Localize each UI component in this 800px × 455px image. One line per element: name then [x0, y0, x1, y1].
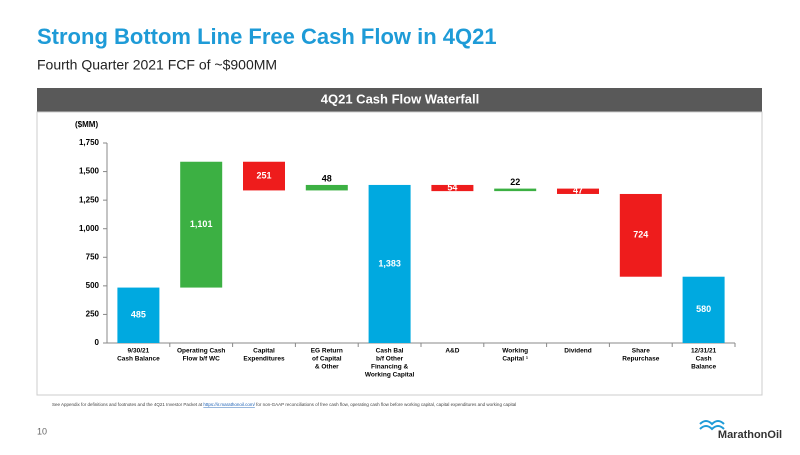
x-tick-label: Working Capital [365, 372, 415, 379]
value-label: 47 [573, 186, 583, 196]
x-tick-label: Cash Bal [376, 348, 404, 355]
bar [619, 193, 662, 277]
bar [180, 161, 223, 288]
x-tick-label: 12/31/21 [691, 348, 717, 355]
value-label: 48 [322, 173, 332, 183]
y-tick-label: 1,000 [79, 224, 100, 233]
bar [682, 276, 725, 343]
value-label: 485 [131, 310, 146, 320]
x-tick-label: of Capital [312, 356, 342, 363]
x-tick-label: Balance [691, 364, 716, 371]
footnote: See Appendix for definitions and footnot… [52, 402, 516, 407]
logo-text: MarathonOil [718, 429, 782, 441]
logo-icon [699, 420, 725, 431]
value-label: 724 [633, 230, 648, 240]
x-tick-label: Expenditures [243, 356, 285, 363]
x-tick-label: & Other [315, 364, 339, 371]
x-tick-label: Share [632, 348, 650, 355]
value-label: 1,383 [378, 258, 401, 268]
bar [494, 188, 537, 192]
y-tick-label: 500 [86, 281, 100, 290]
value-label: 54 [447, 182, 457, 192]
x-tick-label: b/f Other [376, 356, 404, 363]
bar [368, 184, 411, 343]
x-tick-label: Flow b/f WC [183, 356, 220, 363]
x-tick-label: Working [502, 348, 528, 355]
x-tick-label: Repurchase [622, 356, 660, 363]
value-label: 22 [510, 177, 520, 187]
x-tick-label: Dividend [564, 348, 591, 355]
x-tick-label: Capital ¹ [502, 356, 528, 363]
y-tick-label: 1,500 [79, 167, 100, 176]
value-label: 1,101 [190, 219, 213, 229]
page-number: 10 [37, 426, 47, 436]
logo: MarathonOil [699, 420, 782, 441]
chart-banner [37, 88, 762, 112]
y-tick-label: 1,250 [79, 195, 100, 204]
y-axis-label: ($MM) [75, 120, 98, 129]
x-tick-label: 9/30/21 [128, 348, 150, 355]
y-tick-label: 0 [95, 338, 100, 347]
slide-subtitle: Fourth Quarter 2021 FCF of ~$900MM [37, 57, 277, 73]
y-tick-label: 1,750 [79, 138, 100, 147]
x-tick-label: A&D [445, 348, 459, 355]
slide-title: Strong Bottom Line Free Cash Flow in 4Q2… [37, 24, 497, 49]
bar [431, 184, 474, 192]
x-tick-label: Operating Cash [177, 348, 225, 355]
x-tick-label: Capital [253, 348, 275, 355]
footnote-link[interactable]: https://ir.marathonoil.com/ [203, 402, 255, 407]
footnote-text: for non-GAAP reconciliations of free cas… [255, 402, 516, 407]
x-tick-label: Cash Balance [117, 356, 160, 363]
value-label: 580 [696, 304, 711, 314]
bar [117, 287, 160, 343]
x-tick-label: Cash [696, 356, 712, 363]
value-label: 251 [256, 170, 271, 180]
bar [243, 161, 285, 191]
x-tick-label: EG Return [311, 348, 343, 355]
x-tick-label: Financing & [371, 364, 409, 371]
footnote-text: See Appendix for definitions and footnot… [52, 402, 203, 407]
chart-title: 4Q21 Cash Flow Waterfall [321, 91, 479, 106]
y-tick-label: 750 [86, 252, 100, 261]
bar [305, 184, 348, 191]
plot: 0 250 500 750 1,000 1,250 1,500 1,750 485 9/30/21… [79, 138, 736, 379]
bar [557, 188, 599, 194]
y-tick-label: 250 [86, 310, 100, 319]
